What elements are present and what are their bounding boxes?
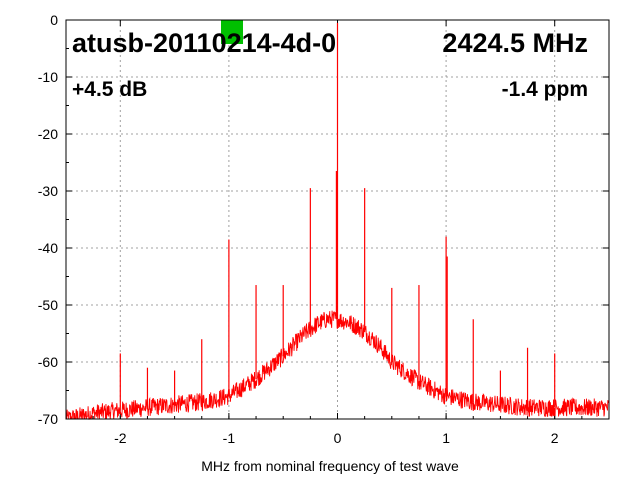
y-tick-label: -30 bbox=[38, 183, 58, 199]
position-marker bbox=[221, 20, 243, 44]
device-label: atusb-20110214-4d-0 bbox=[72, 28, 336, 58]
gain-label: +4.5 dB bbox=[72, 78, 147, 101]
plot-border bbox=[65, 19, 610, 420]
x-axis-label: MHz from nominal frequency of test wave bbox=[201, 458, 459, 474]
y-tick-label: -20 bbox=[38, 126, 58, 142]
x-tick-labels: -2 -1 0 1 2 bbox=[114, 430, 559, 446]
x-tick-label: 0 bbox=[334, 430, 342, 446]
y-tick-label: -60 bbox=[38, 354, 58, 370]
y-tick-label: -50 bbox=[38, 297, 58, 313]
spur-lines bbox=[119, 22, 556, 411]
y-tick-label: 0 bbox=[50, 12, 58, 28]
y-tick-label: -40 bbox=[38, 240, 58, 256]
spectrum-trace bbox=[65, 310, 610, 420]
y-tick-label: -10 bbox=[38, 69, 58, 85]
x-tick-label: -1 bbox=[223, 430, 236, 446]
x-tick-label: 1 bbox=[442, 430, 450, 446]
y-tick-labels: 0 -10 -20 -30 -40 -50 -60 -70 bbox=[38, 12, 58, 427]
x-tick-label: 2 bbox=[551, 430, 559, 446]
noise-floor-line bbox=[65, 310, 610, 420]
x-tick-label: -2 bbox=[114, 430, 127, 446]
y-tick-label: -70 bbox=[38, 411, 58, 427]
frequency-label: 2424.5 MHz bbox=[442, 28, 588, 58]
offset-label: -1.4 ppm bbox=[502, 78, 588, 101]
